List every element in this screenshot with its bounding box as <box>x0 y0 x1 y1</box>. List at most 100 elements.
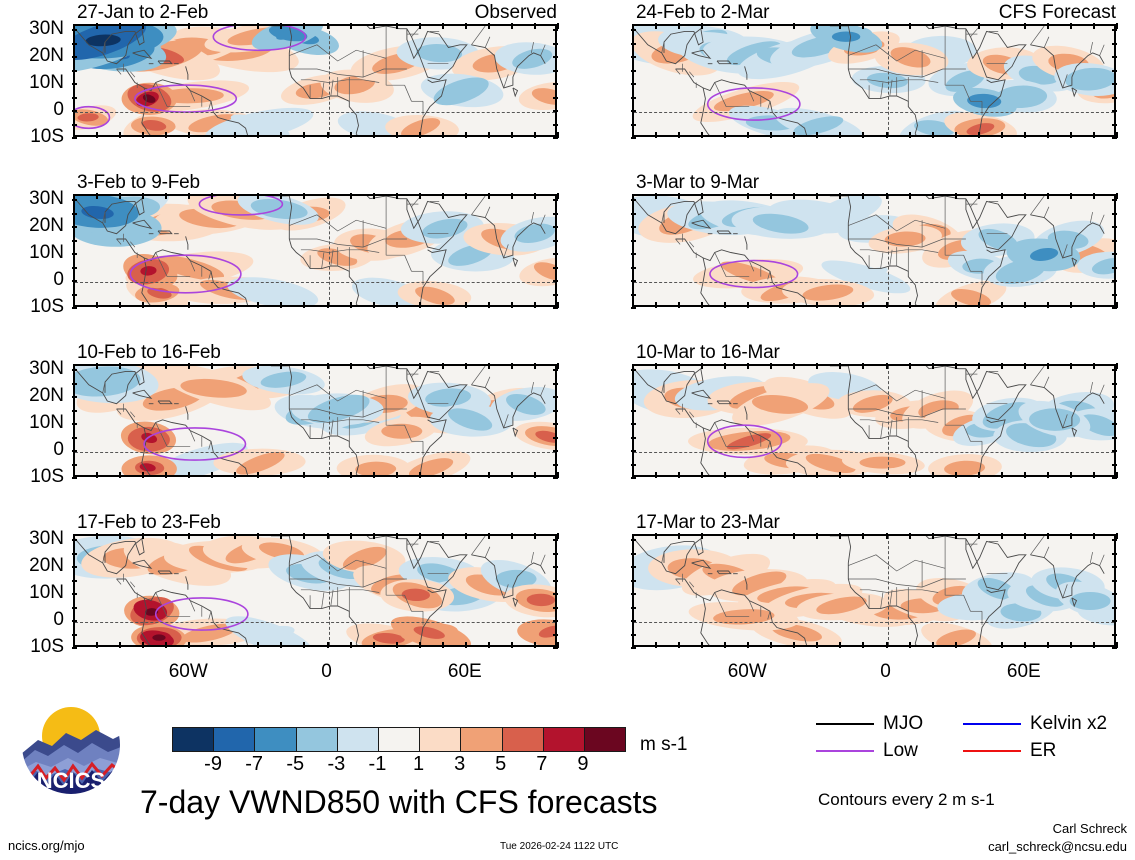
x-tick <box>747 533 750 539</box>
anomaly-contour-band <box>512 48 553 69</box>
x-tick <box>908 23 911 29</box>
x-tick <box>441 363 444 369</box>
x-tick <box>349 302 352 308</box>
x-tick <box>211 302 214 308</box>
anomaly-contour-band <box>144 608 159 616</box>
x-tick <box>931 193 934 199</box>
map-panel-observed-2[interactable] <box>73 194 557 307</box>
x-tick <box>1069 193 1072 199</box>
x-tick <box>349 642 352 648</box>
y-tick <box>1112 593 1117 596</box>
x-tick <box>441 132 444 138</box>
x-tick <box>464 472 467 478</box>
y-axis-label: 10S <box>30 126 64 147</box>
x-tick <box>165 533 168 539</box>
x-tick <box>234 132 237 138</box>
y-tick <box>72 253 77 256</box>
x-tick <box>816 363 819 369</box>
anomaly-contour-band <box>726 41 781 66</box>
y-tick <box>631 253 636 256</box>
x-tick <box>793 302 796 308</box>
column-tag-forecast: CFS Forecast <box>998 2 1116 23</box>
x-tick-row-bottom <box>632 302 1118 308</box>
equator-line <box>634 622 1114 624</box>
x-tick <box>1116 193 1118 199</box>
legend-line-swatch <box>963 750 1021 752</box>
x-tick <box>1046 302 1049 308</box>
y-axis-label: 10S <box>30 296 64 317</box>
x-tick <box>165 642 168 648</box>
map-panel-forecast-2[interactable] <box>632 194 1116 307</box>
x-tick <box>188 23 191 29</box>
x-tick <box>326 302 329 308</box>
x-tick <box>701 23 704 29</box>
x-tick <box>349 23 352 29</box>
y-axis-label: 0 <box>53 99 64 121</box>
y-tick <box>72 647 77 649</box>
x-tick <box>678 472 681 478</box>
y-tick <box>1112 382 1117 385</box>
x-tick <box>954 193 957 199</box>
x-axis-label: 60E <box>1006 661 1041 682</box>
map-panel-forecast-4[interactable] <box>632 534 1116 647</box>
x-tick <box>724 23 727 29</box>
x-tick <box>142 363 145 369</box>
x-tick <box>211 132 214 138</box>
x-tick <box>372 132 375 138</box>
x-tick <box>303 302 306 308</box>
x-tick-row-bottom <box>632 132 1118 138</box>
footer-site-link[interactable]: ncics.org/mjo <box>8 838 85 853</box>
y-tick <box>553 266 558 269</box>
x-tick <box>487 193 490 199</box>
map-panel-observed-1[interactable] <box>73 24 557 137</box>
equator-line <box>75 622 555 624</box>
x-tick <box>701 472 704 478</box>
anomaly-contour-band <box>1080 414 1114 436</box>
footer-email[interactable]: carl_schreck@ncsu.edu <box>988 839 1127 854</box>
y-tick <box>72 266 77 269</box>
map-panel-observed-4[interactable] <box>73 534 557 647</box>
x-tick <box>724 363 727 369</box>
x-tick <box>931 533 934 539</box>
y-tick <box>553 280 558 283</box>
anomaly-contour-band <box>230 114 290 135</box>
y-tick <box>631 83 636 86</box>
x-tick <box>770 472 773 478</box>
x-tick <box>234 642 237 648</box>
x-tick <box>280 533 283 539</box>
y-tick-col-right <box>1112 364 1118 479</box>
x-tick <box>770 132 773 138</box>
y-axis-label: 10N <box>29 582 64 604</box>
x-tick <box>678 23 681 29</box>
colorbar-swatch <box>296 728 338 751</box>
y-tick <box>553 110 558 113</box>
panel-title-forecast-3: 10-Mar to 16-Mar <box>636 342 780 363</box>
prime-meridian-line <box>328 366 330 475</box>
x-tick <box>793 132 796 138</box>
map-panel-forecast-3[interactable] <box>632 364 1116 477</box>
y-tick <box>553 423 558 426</box>
y-tick <box>72 369 77 372</box>
x-tick <box>931 363 934 369</box>
y-tick <box>72 463 77 466</box>
x-tick <box>372 23 375 29</box>
y-axis-label: 20N <box>29 215 64 237</box>
x-tick <box>1092 363 1095 369</box>
map-panel-observed-3[interactable] <box>73 364 557 477</box>
x-tick-row-top <box>632 533 1118 539</box>
colorbar-tick-label: 5 <box>495 753 507 775</box>
x-tick-row-bottom <box>73 472 559 478</box>
y-tick <box>553 253 558 256</box>
x-tick <box>747 132 750 138</box>
map-panel-forecast-1[interactable] <box>632 24 1116 137</box>
x-tick <box>885 23 888 29</box>
x-tick <box>533 642 536 648</box>
x-tick <box>885 302 888 308</box>
x-tick <box>142 302 145 308</box>
x-tick <box>770 302 773 308</box>
x-axis-label: 0 <box>321 661 332 682</box>
anomaly-contour-band <box>1030 247 1059 262</box>
x-tick <box>1092 472 1095 478</box>
anomaly-contour-band <box>415 286 455 305</box>
anomaly-contour-band <box>936 629 976 645</box>
